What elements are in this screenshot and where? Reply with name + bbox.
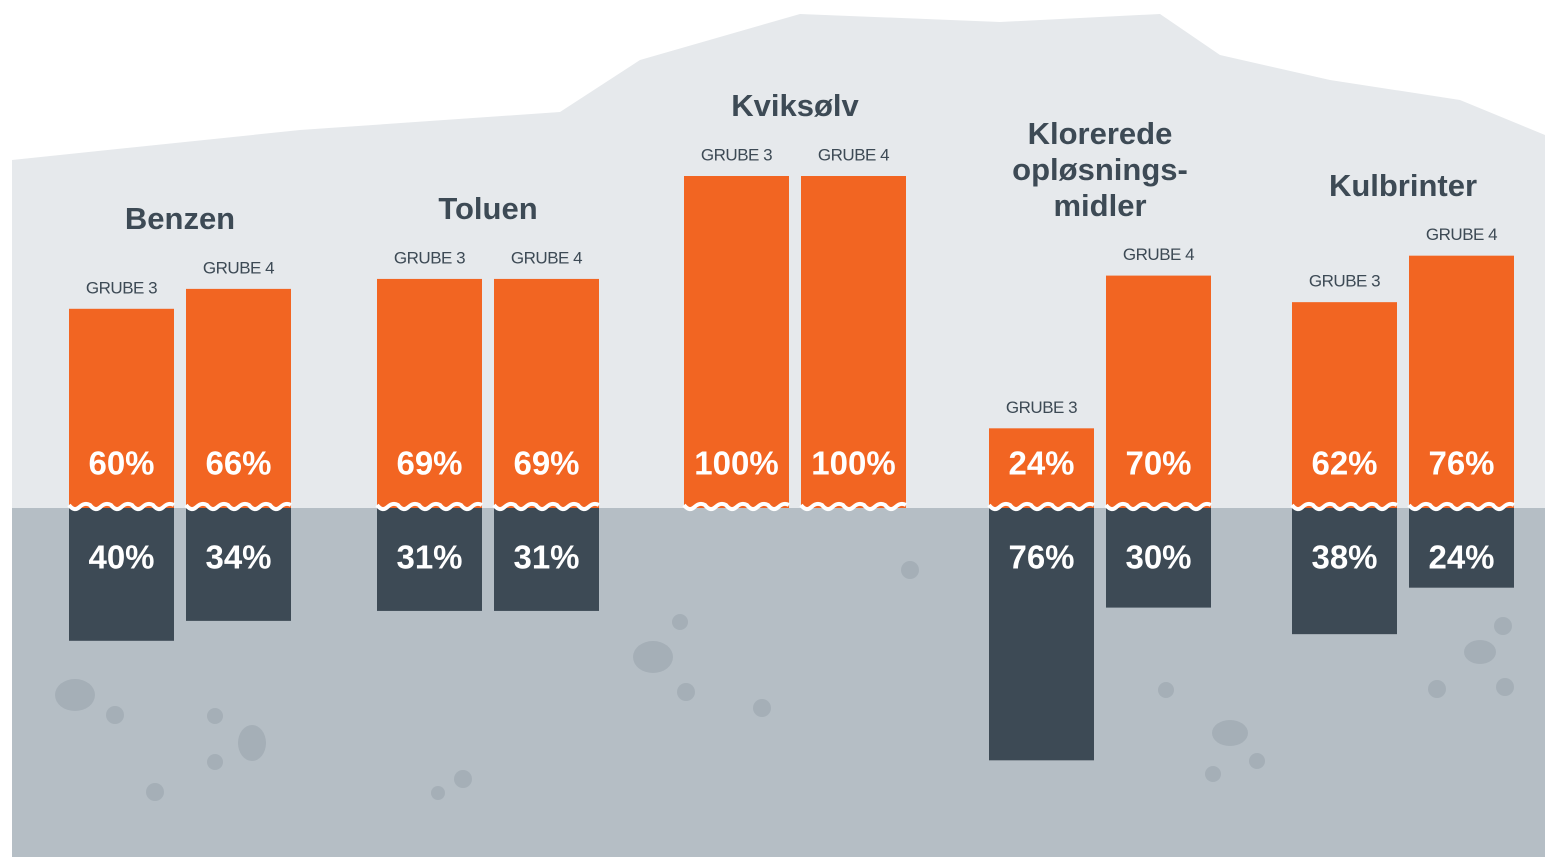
category-title: Toluen xyxy=(438,190,538,226)
series-label: GRUBE 3 xyxy=(1309,272,1380,291)
wave xyxy=(184,501,292,512)
series-label: GRUBE 4 xyxy=(1426,225,1497,244)
above-label: 24% xyxy=(1008,445,1074,482)
wave xyxy=(1104,501,1212,512)
above-label: 69% xyxy=(513,445,579,482)
above-label: 76% xyxy=(1428,445,1494,482)
below-label: 40% xyxy=(88,539,154,576)
above-label: 62% xyxy=(1311,445,1377,482)
series-label: GRUBE 3 xyxy=(701,145,772,164)
above-label: 69% xyxy=(396,445,462,482)
bar-above xyxy=(801,176,906,508)
above-label: 70% xyxy=(1125,445,1191,482)
below-label: 31% xyxy=(396,539,462,576)
below-label: 24% xyxy=(1428,539,1494,576)
bar-below xyxy=(494,508,599,611)
wave xyxy=(1407,501,1515,512)
below-label: 30% xyxy=(1125,539,1191,576)
bar-above xyxy=(377,278,482,508)
bar-below xyxy=(69,508,174,641)
bar-below xyxy=(377,508,482,611)
category-title: Benzen xyxy=(124,200,236,236)
series-label: GRUBE 3 xyxy=(394,248,465,267)
series-label: GRUBE 3 xyxy=(86,278,157,297)
bar-above xyxy=(684,176,789,508)
series-label: GRUBE 3 xyxy=(1006,398,1077,417)
below-label: 76% xyxy=(1008,539,1074,576)
bar-above xyxy=(989,428,1094,508)
series-label: GRUBE 4 xyxy=(203,258,274,277)
series-label: GRUBE 4 xyxy=(511,248,582,267)
bar-below xyxy=(1292,508,1397,635)
above-label: 60% xyxy=(88,445,154,482)
wave xyxy=(987,501,1095,512)
bar-above xyxy=(69,308,174,508)
bar-above xyxy=(1292,302,1397,508)
below-label: 34% xyxy=(205,539,271,576)
stones xyxy=(55,561,1514,801)
category-title: Kviksølv xyxy=(731,88,859,123)
wave xyxy=(375,501,483,512)
below-label: 38% xyxy=(1311,539,1377,576)
bar-below xyxy=(1106,508,1211,608)
bar-above xyxy=(494,278,599,508)
bar-above xyxy=(1409,255,1514,508)
wave xyxy=(1290,501,1398,512)
above-label: 66% xyxy=(205,445,271,482)
bar-above xyxy=(1106,275,1211,508)
wave xyxy=(67,501,175,512)
bar-below xyxy=(989,508,1094,761)
above-label: 100% xyxy=(694,445,778,482)
below-label: 31% xyxy=(513,539,579,576)
wave xyxy=(492,501,600,512)
bar-below xyxy=(186,508,291,621)
bar-below xyxy=(1409,508,1514,588)
category-title: Kulbrinter xyxy=(1328,167,1478,203)
wave xyxy=(799,501,907,512)
category-title: Klorerede opløsnings- midler xyxy=(1012,115,1188,223)
wave xyxy=(682,501,790,512)
series-label: GRUBE 4 xyxy=(1123,245,1194,264)
series-label: GRUBE 4 xyxy=(818,145,889,164)
above-label: 100% xyxy=(811,445,895,482)
bar-above xyxy=(186,288,291,508)
